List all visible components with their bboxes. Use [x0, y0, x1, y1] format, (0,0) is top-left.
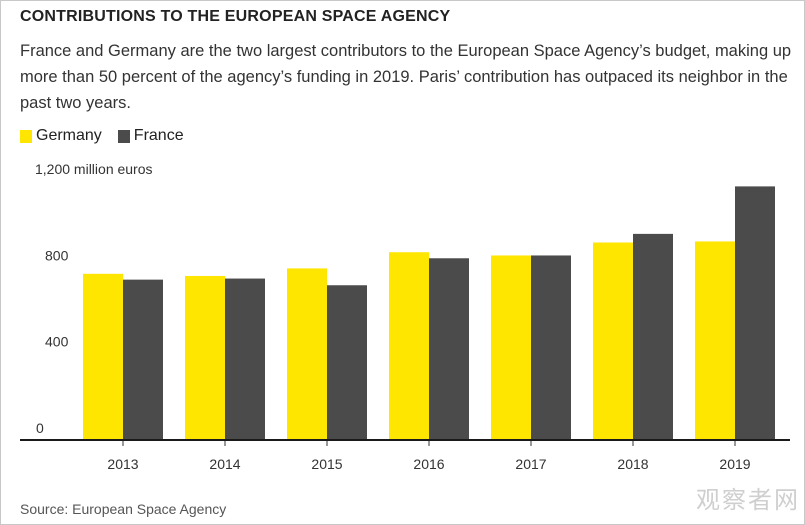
y-tick-label: 1,200 million euros [35, 161, 153, 177]
x-tick-label: 2019 [719, 456, 750, 472]
chart-title: CONTRIBUTIONS TO THE EUROPEAN SPACE AGEN… [20, 8, 451, 25]
y-tick-label: 800 [45, 247, 69, 263]
legend-swatch-france [117, 129, 130, 143]
bar-france-2018 [633, 233, 673, 440]
chart-subtitle: France and Germany are the two largest c… [20, 42, 792, 112]
legend-swatch-germany [20, 129, 32, 143]
bar-germany-2013 [83, 273, 123, 440]
x-tick-label: 2016 [413, 456, 444, 472]
bar-germany-2018 [593, 242, 633, 440]
bar-france-2016 [429, 258, 469, 440]
bar-france-2013 [123, 279, 163, 440]
bar-france-2014 [225, 278, 265, 440]
bar-germany-2016 [389, 252, 429, 440]
bar-france-2019 [735, 186, 775, 440]
x-tick-label: 2014 [209, 456, 240, 472]
source-note: Source: European Space Agency [20, 501, 227, 517]
bar-germany-2014 [185, 275, 225, 440]
legend: Germany France [20, 127, 200, 145]
legend-item-france: France [117, 127, 184, 145]
bar-france-2015 [327, 285, 367, 440]
watermark: 观察者网 [696, 486, 800, 514]
y-tick-label: 0 [36, 420, 44, 436]
bar-germany-2019 [695, 241, 735, 440]
legend-label-france: France [133, 127, 184, 144]
y-tick-label: 400 [45, 334, 69, 350]
x-tick-label: 2018 [617, 456, 648, 472]
legend-item-germany: Germany [20, 127, 102, 145]
bar-germany-2015 [287, 268, 327, 440]
x-tick-label: 2015 [311, 456, 342, 472]
x-tick-label: 2013 [107, 456, 138, 472]
x-tick-label: 2017 [515, 456, 546, 472]
bar-france-2017 [531, 255, 571, 440]
bar-germany-2017 [491, 255, 531, 440]
legend-label-germany: Germany [36, 127, 102, 144]
